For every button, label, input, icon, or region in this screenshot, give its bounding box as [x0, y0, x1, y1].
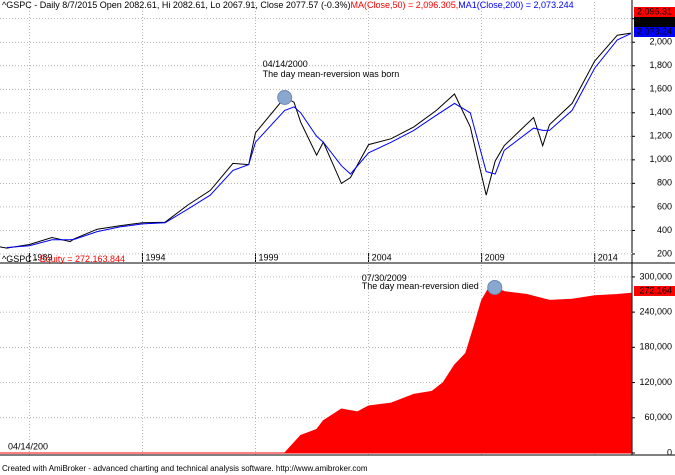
- header-part: ^GSPC -: [2, 254, 40, 264]
- y-tick-label: 200: [657, 248, 672, 258]
- x-tick-label: 1989: [32, 252, 52, 262]
- value-badge-label: 272,164: [639, 285, 672, 295]
- price-line: [0, 32, 631, 249]
- header-part: Equity = 272,163.844: [40, 254, 125, 264]
- y-tick-label: 800: [657, 178, 672, 188]
- value-badge-label: 2,096.31: [637, 6, 672, 16]
- pane-header: ^GSPC - Equity = 272,163.844: [2, 254, 125, 264]
- y-tick-label: 0: [667, 447, 672, 457]
- y-tick-label: 1,800: [649, 60, 672, 70]
- y-tick-label: 240,000: [639, 307, 672, 317]
- pane-header: ^GSPC - Daily 8/7/2015 Open 2082.61, Hi …: [2, 0, 574, 10]
- value-badge-label: 2,073.24: [637, 26, 672, 36]
- header-part: ^GSPC - Daily 8/7/2015 Open 2082.61, Hi …: [2, 0, 350, 10]
- header-part: MA(Close,50) = 2,096.305,: [350, 0, 458, 10]
- x-tick-label: 1994: [145, 252, 165, 262]
- y-tick-label: 60,000: [644, 412, 672, 422]
- y-tick-label: 1,200: [649, 131, 672, 141]
- y-tick-label: 180,000: [639, 342, 672, 352]
- header-part: MA1(Close,200) = 2,073.244: [458, 0, 573, 10]
- annotation-marker: [277, 90, 293, 106]
- footer: Created with AmiBroker - advanced charti…: [2, 464, 368, 473]
- y-tick-label: 120,000: [639, 377, 672, 387]
- y-tick-label: 300,000: [639, 271, 672, 281]
- y-tick-label: 1,600: [649, 84, 672, 94]
- price-line: [6, 33, 632, 248]
- annotation-marker: [487, 279, 503, 295]
- value-badge: [634, 7, 675, 17]
- x-tick-label: 1999: [259, 252, 279, 262]
- value-badge: [634, 17, 675, 27]
- y-tick-label: 1,400: [649, 107, 672, 117]
- value-badge-label: 2,077.57: [637, 16, 672, 26]
- x-tick-label: 2004: [372, 252, 392, 262]
- x-tick-label: 2009: [485, 252, 505, 262]
- start-label: 04/14/200: [8, 441, 48, 451]
- y-tick-label: 400: [657, 225, 672, 235]
- equity-area: [0, 286, 632, 454]
- annotation-date: 07/30/2009: [362, 273, 407, 283]
- annotation-text: The day mean-reversion died: [362, 281, 479, 291]
- y-tick-label: 1,000: [649, 154, 672, 164]
- value-badge: [634, 286, 675, 296]
- value-badge: [634, 27, 675, 37]
- y-tick-label: 600: [657, 201, 672, 211]
- y-tick-label: 2,000: [649, 37, 672, 47]
- annotation-text: The day mean-reversion was born: [263, 69, 400, 79]
- annotation-date: 04/14/2000: [263, 59, 308, 69]
- x-tick-label: 2014: [598, 252, 618, 262]
